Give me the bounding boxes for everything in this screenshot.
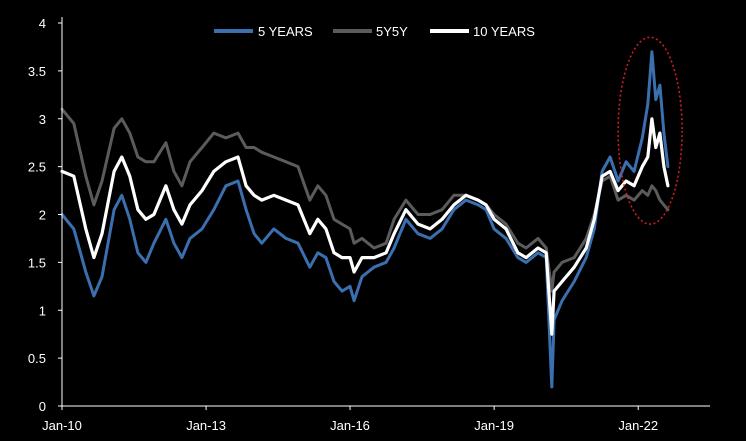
legend-item-10-years: 10 YEARS [430,24,535,39]
legend-label: 5Y5Y [376,24,408,39]
x-tick-label: Jan-16 [330,418,370,433]
highlight-ellipse [617,36,683,225]
legend-label: 5 YEARS [258,24,313,39]
x-tick-label: Jan-13 [186,418,226,433]
y-tick-label: 0.5 [28,351,46,366]
y-tick-label: 3 [39,112,46,127]
annotation-layer [617,36,683,225]
legend: 5 YEARS 5Y5Y 10 YEARS [214,24,535,39]
y-tick-label: 1.5 [28,255,46,270]
legend-item-5-years: 5 YEARS [214,24,313,39]
y-tick-label: 0 [39,399,46,414]
series-line-5-years [60,50,670,389]
legend-label: 10 YEARS [473,24,535,39]
y-tick-label: 3.5 [28,64,46,79]
x-tick-label: Jan-19 [474,418,514,433]
legend-item-5y5y: 5Y5Y [333,24,408,39]
x-tick-label: Jan-22 [618,418,658,433]
series-line-10-years [60,117,670,336]
x-tick-label: Jan-10 [42,418,82,433]
y-tick-label: 2.5 [28,160,46,175]
y-tick-label: 1 [39,303,46,318]
axes: 0 0.5 1 1.5 2 2.5 3 3.5 4 Jan-10 Jan-13 Jan-16 Jan-1… [28,16,710,433]
y-tick-label: 2 [39,208,46,223]
series-layer [60,50,670,389]
y-tick-label: 4 [39,16,46,31]
